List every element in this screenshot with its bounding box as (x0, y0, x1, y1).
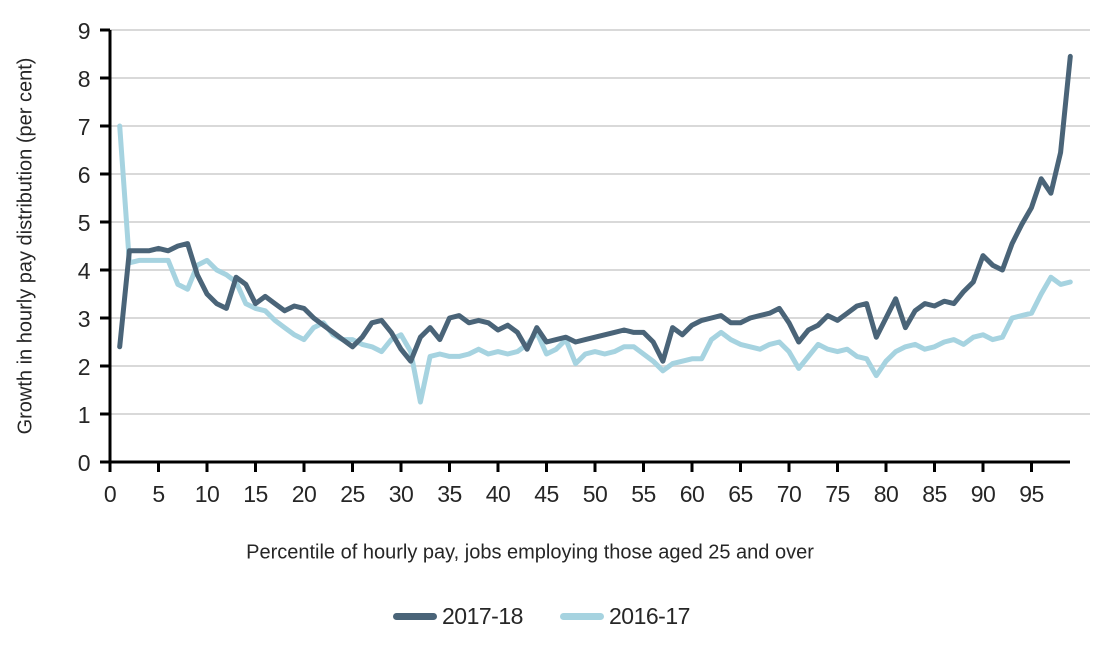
svg-text:45: 45 (534, 481, 559, 507)
legend-swatch-2017-18 (393, 612, 437, 620)
legend-label-2017-18: 2017-18 (442, 602, 523, 629)
x-axis-title: Percentile of hourly pay, jobs employing… (246, 541, 814, 564)
series-line-2016-17 (117, 123, 1073, 405)
svg-text:65: 65 (728, 481, 753, 507)
svg-text:2: 2 (78, 354, 90, 380)
svg-text:95: 95 (1019, 481, 1044, 507)
svg-text:6: 6 (78, 162, 90, 188)
svg-text:0: 0 (104, 481, 116, 507)
svg-text:90: 90 (971, 481, 996, 507)
svg-text:55: 55 (631, 481, 656, 507)
legend-item-2016-17: 2016-17 (560, 603, 690, 629)
svg-text:0: 0 (78, 450, 90, 476)
svg-text:5: 5 (78, 210, 90, 236)
svg-text:3: 3 (78, 306, 90, 332)
svg-text:50: 50 (583, 481, 608, 507)
svg-text:15: 15 (243, 481, 268, 507)
y-axis-title: Growth in hourly pay distribution (per c… (14, 57, 37, 435)
svg-text:10: 10 (195, 481, 220, 507)
series-line-2017-18 (117, 53, 1073, 364)
svg-text:30: 30 (389, 481, 414, 507)
svg-text:9: 9 (78, 18, 90, 44)
svg-text:85: 85 (922, 481, 947, 507)
svg-text:60: 60 (680, 481, 705, 507)
svg-text:35: 35 (437, 481, 462, 507)
svg-text:70: 70 (777, 481, 802, 507)
svg-text:1: 1 (78, 402, 90, 428)
svg-text:25: 25 (340, 481, 365, 507)
svg-text:80: 80 (874, 481, 899, 507)
svg-text:7: 7 (78, 114, 90, 140)
svg-text:20: 20 (292, 481, 317, 507)
legend-item-2017-18: 2017-18 (393, 603, 523, 629)
svg-text:40: 40 (486, 481, 511, 507)
svg-text:4: 4 (78, 258, 91, 284)
svg-text:8: 8 (78, 66, 90, 92)
legend-label-2016-17: 2016-17 (609, 602, 690, 629)
svg-text:5: 5 (152, 481, 164, 507)
svg-text:75: 75 (825, 481, 850, 507)
legend-swatch-2016-17 (560, 612, 604, 620)
